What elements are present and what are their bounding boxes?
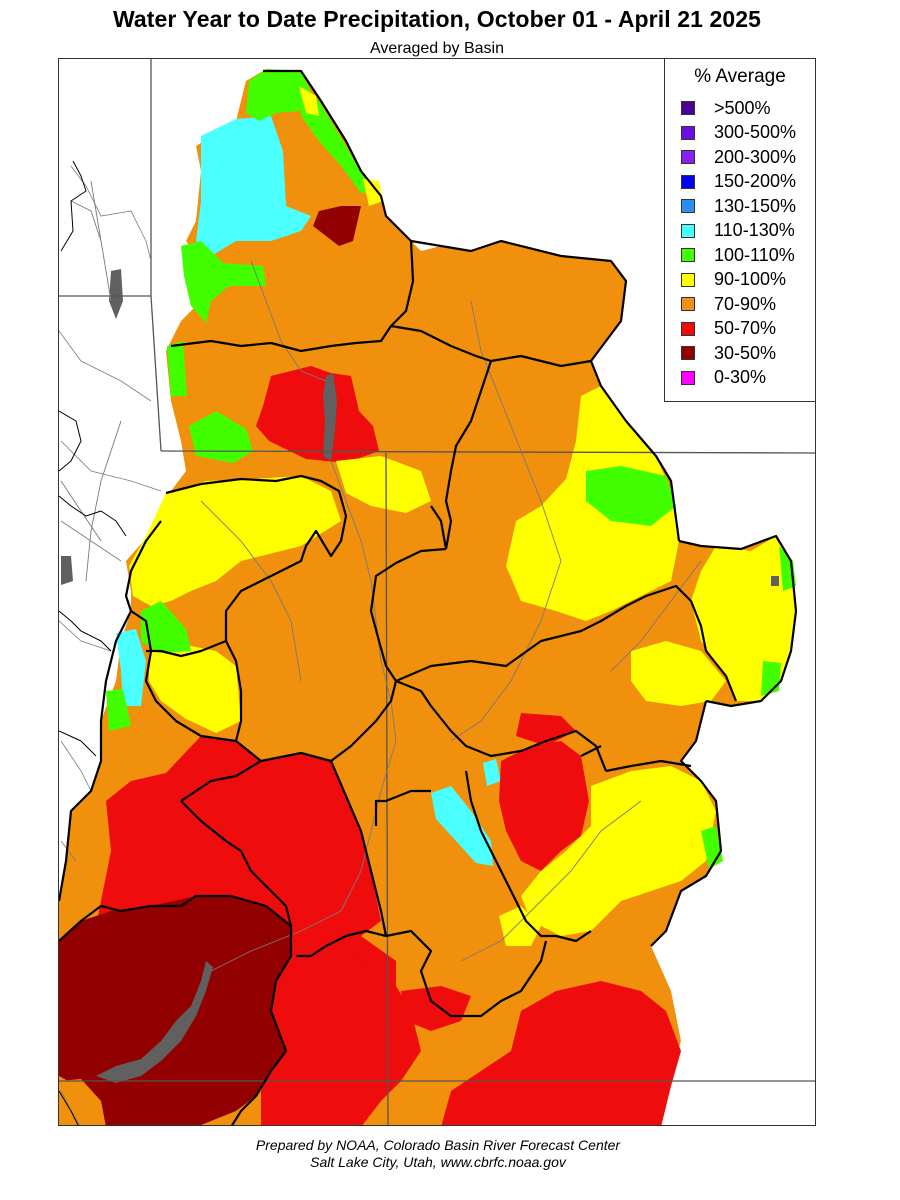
lake-powell [96, 961, 213, 1083]
region-100-110-north-east [301, 81, 379, 193]
region-70-90-south-west-edge [59, 1079, 106, 1125]
legend-item: 100-110% [665, 243, 815, 268]
region-30-50-south-west [59, 896, 291, 1125]
region-50-70-south-middle [401, 986, 471, 1031]
map-canvas [59, 59, 815, 1125]
legend-swatch [681, 125, 695, 140]
legend-label: 200-300% [714, 146, 797, 167]
region-110-130-west-lower [116, 629, 146, 706]
credits-footer: Prepared by NOAA, Colorado Basin River F… [0, 1137, 876, 1171]
legend-item: 30-50% [665, 341, 815, 366]
region-90-100-south-east [631, 641, 726, 706]
region-100-110-west-edge [106, 689, 131, 731]
legend-item: 50-70% [665, 317, 815, 342]
legend-item: 90-100% [665, 268, 815, 293]
region-50-70-south-center-2 [516, 713, 576, 746]
region-90-100-west-lower [149, 643, 241, 733]
legend-label: 110-130% [714, 220, 795, 241]
legend-swatch [681, 346, 695, 361]
region-90-100-far-east [691, 536, 796, 701]
region-100-110-north-west [181, 241, 266, 323]
region-100-110-far-east [779, 546, 796, 591]
legend-label: 300-500% [714, 122, 797, 143]
region-50-70-far-south [261, 946, 421, 1125]
legend-label: 30-50% [714, 342, 777, 363]
legend-swatch [681, 272, 695, 287]
map-legend: % Average >500% 300-500% 200-300% 150-20… [664, 58, 816, 402]
region-50-70-south-east [441, 981, 681, 1125]
legend-item: 150-200% [665, 170, 815, 195]
legend-item: >500% [665, 96, 815, 121]
basin-boundaries [59, 69, 798, 1125]
legend-label: 100-110% [714, 244, 795, 265]
region-100-110-west-lower-2 [141, 601, 191, 653]
legend-swatch [681, 101, 695, 116]
credits-line-2: Salt Lake City, Utah, www.cbrfc.noaa.gov [310, 1154, 566, 1170]
state-boundaries [59, 59, 815, 1125]
region-110-130-south [431, 786, 493, 866]
legend-swatch [681, 223, 695, 238]
bear-lake [109, 269, 123, 319]
region-90-100-west [129, 476, 341, 606]
legend-item: 110-130% [665, 219, 815, 244]
region-50-70-south-center [499, 741, 589, 871]
region-100-110-west-lower [189, 411, 253, 463]
lake-small-east [771, 576, 779, 586]
legend-swatch [681, 297, 695, 312]
legend-swatch [681, 150, 695, 165]
region-90-100-north-1 [299, 86, 319, 116]
region-100-110-north-top [246, 69, 313, 121]
legend-item: 70-90% [665, 292, 815, 317]
legend-swatch [681, 248, 695, 263]
legend-label: 70-90% [714, 293, 777, 314]
legend-list: >500% 300-500% 200-300% 150-200% 130-150… [665, 96, 815, 390]
map-subtitle: Averaged by Basin [369, 40, 504, 57]
region-110-130-south-small [483, 759, 501, 786]
legend-label: 150-200% [714, 171, 797, 192]
region-110-130-north [196, 116, 311, 256]
legend-swatch [681, 199, 695, 214]
region-90-100-south-small [499, 906, 541, 946]
legend-label: 130-150% [714, 195, 797, 216]
region-50-70-upper [256, 366, 379, 463]
legend-label: 0-30% [714, 367, 767, 388]
legend-item: 200-300% [665, 145, 815, 170]
legend-label: >500% [714, 97, 771, 118]
west-thin-outlines [59, 160, 127, 1125]
region-90-100-north-2 [363, 179, 383, 206]
legend-swatch [681, 370, 695, 385]
map-title: Water Year to Date Precipitation, Octobe… [112, 6, 762, 32]
legend-swatch [681, 174, 695, 189]
legend-label: 90-100% [714, 269, 787, 290]
region-100-110-west-mid [167, 341, 187, 396]
region-90-100-south-east-2 [521, 766, 716, 936]
legend-title: % Average [694, 66, 786, 87]
region-90-100-center [336, 456, 431, 513]
legend-item: 300-500% [665, 121, 815, 146]
legend-item: 0-30% [665, 366, 815, 391]
legend-label: 50-70% [714, 318, 777, 339]
region-30-50-north [313, 206, 361, 246]
flaming-gorge-lake [323, 373, 337, 461]
credits-line-1: Prepared by NOAA, Colorado Basin River F… [255, 1137, 621, 1153]
region-100-110-east [586, 466, 676, 526]
utah-lake [61, 556, 73, 585]
legend-item: 130-150% [665, 194, 815, 219]
legend-swatch [681, 321, 695, 336]
